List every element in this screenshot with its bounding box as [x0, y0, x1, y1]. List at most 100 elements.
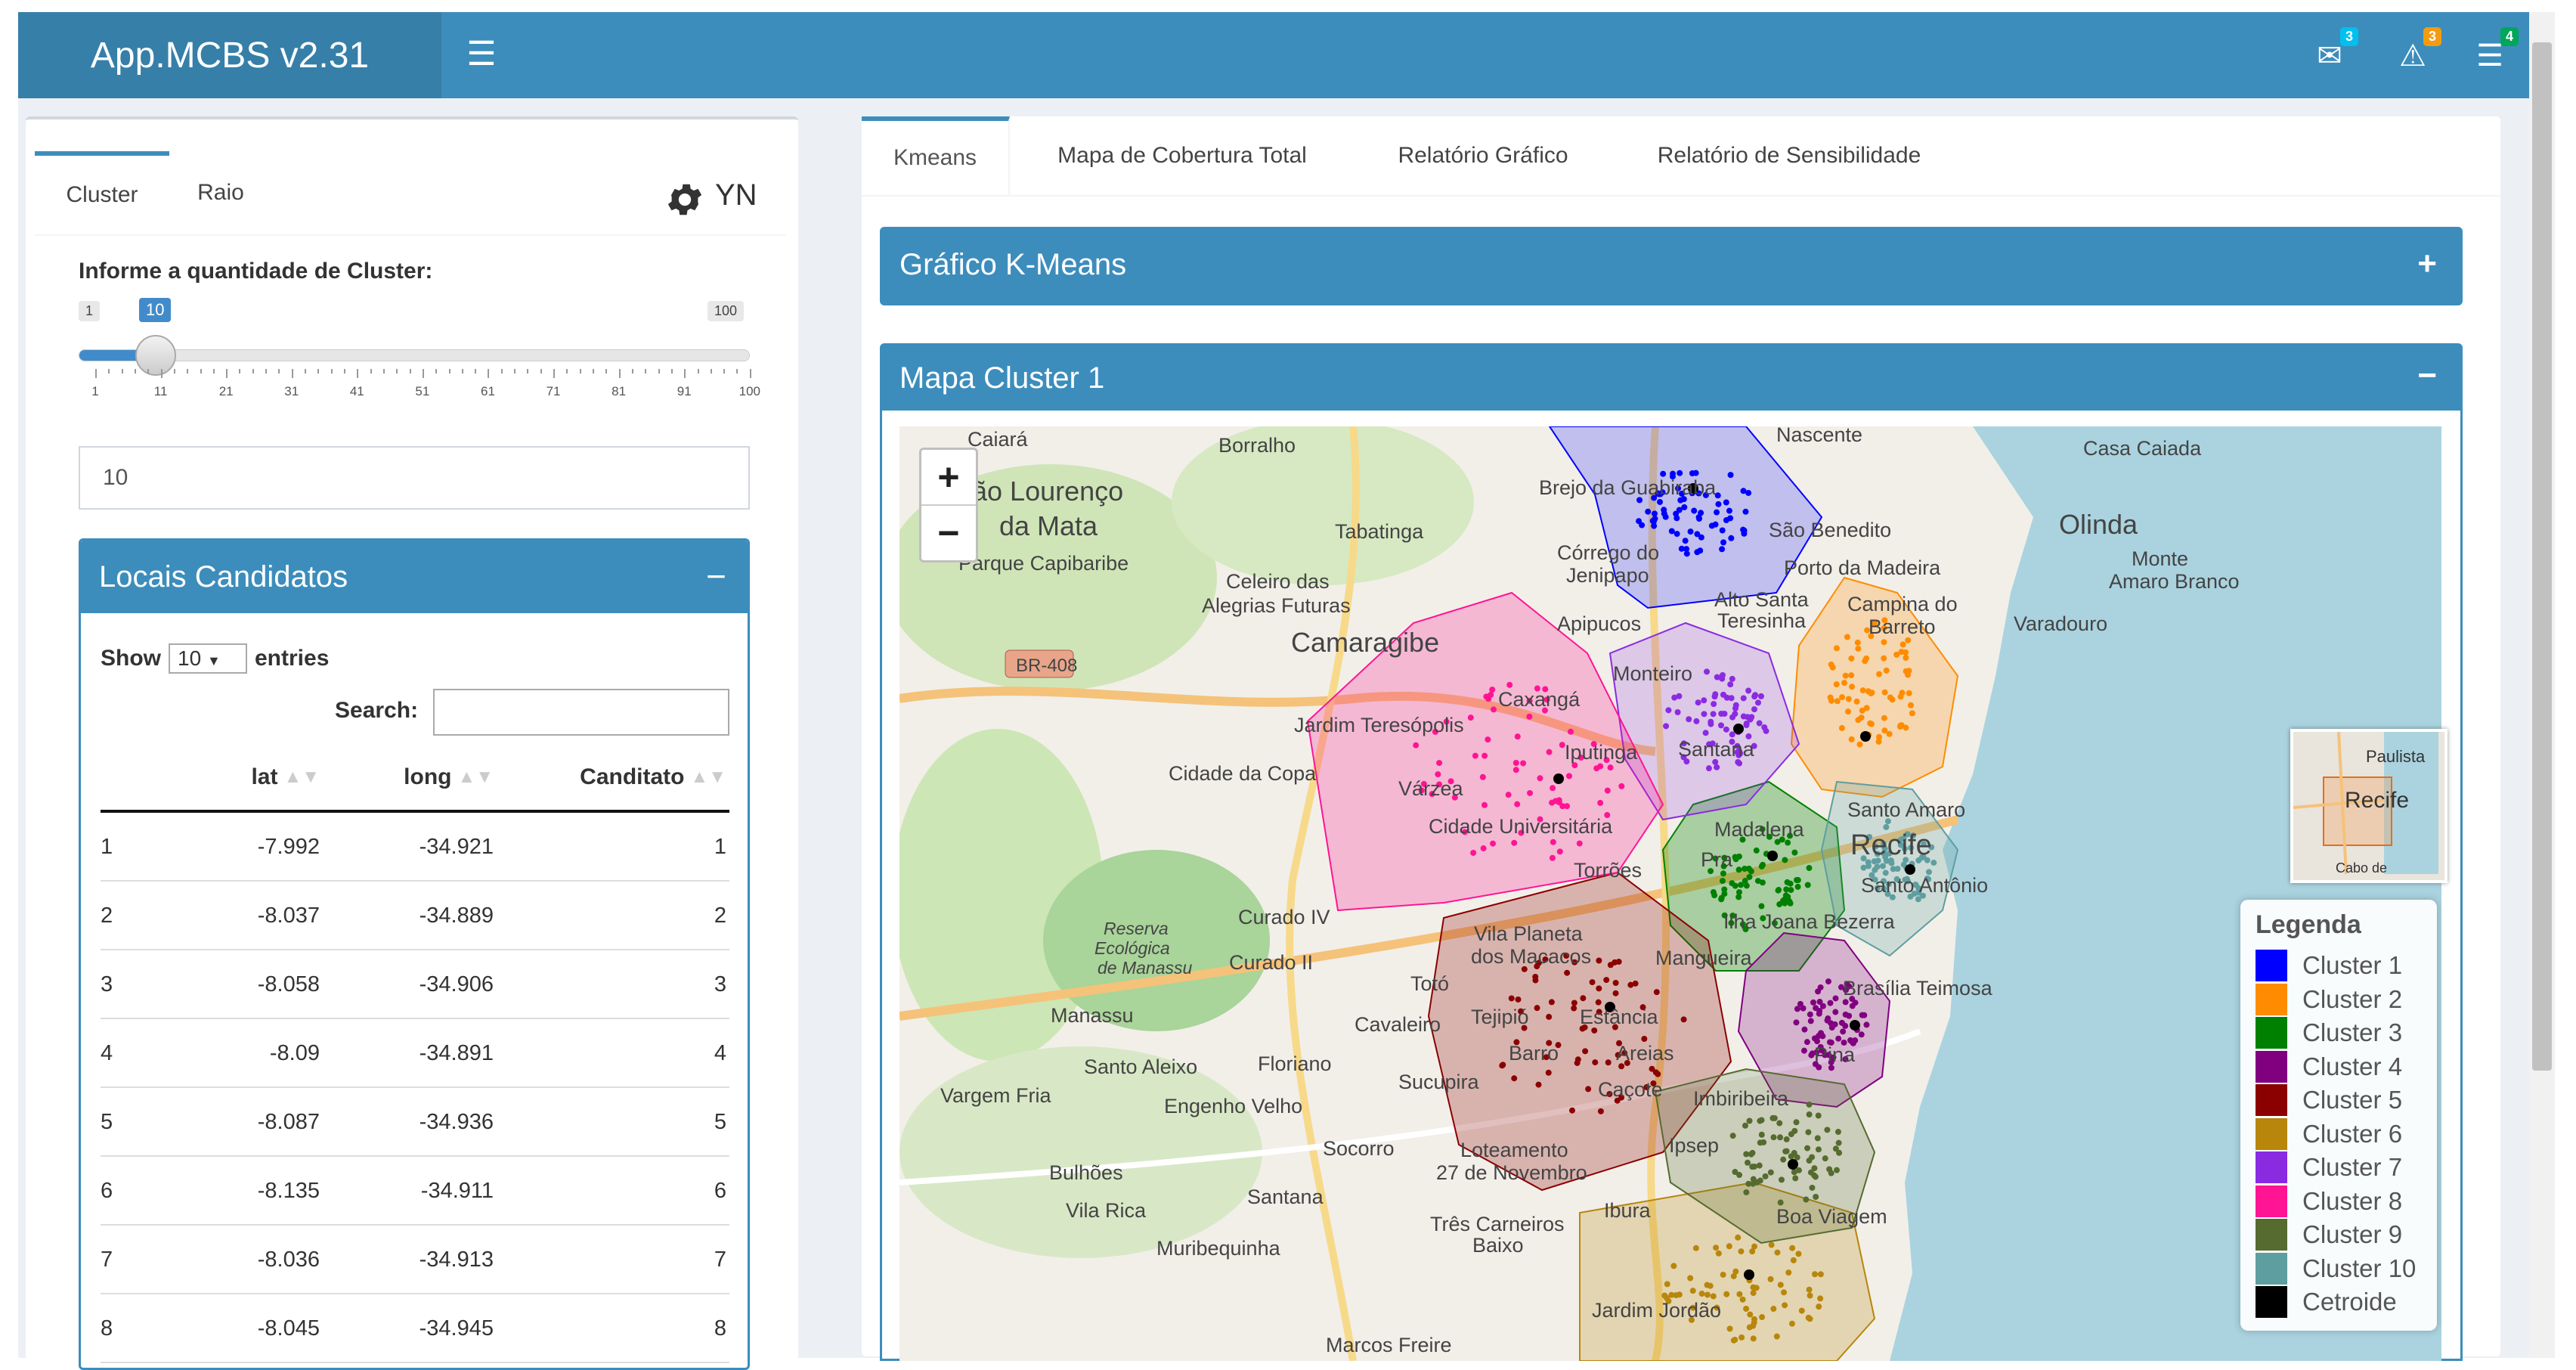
tasks-icon[interactable]: ☰ 4: [2469, 27, 2519, 77]
minimap[interactable]: Paulista Recife Cabo de: [2290, 729, 2448, 883]
cluster-point: [1676, 507, 1683, 513]
cluster-point: [1535, 1081, 1542, 1088]
cluster-point: [1846, 983, 1853, 990]
cluster-point: [1825, 978, 1831, 985]
cluster-point: [1590, 741, 1597, 748]
cluster-point: [1727, 472, 1734, 479]
cluster-point: [1767, 1169, 1774, 1176]
cluster-point: [1702, 730, 1709, 736]
slider-tick: [121, 369, 123, 373]
leaflet-map[interactable]: Caiará Borralho Nascente Casa Caiada São…: [899, 426, 2441, 1361]
cluster-point: [1546, 1013, 1553, 1020]
tab-relatorio-sensibilidade[interactable]: Relatório de Sensibilidade: [1657, 143, 1921, 168]
zoom-in-button[interactable]: +: [921, 450, 976, 506]
cluster-point: [1693, 718, 1700, 724]
tab-kmeans[interactable]: Kmeans: [862, 116, 1010, 195]
cluster-point: [1485, 736, 1491, 743]
scrollbar-thumb[interactable]: [2532, 42, 2552, 1071]
cluster-point: [1512, 767, 1519, 773]
cluster-point: [1832, 1009, 1839, 1015]
cluster-point: [1565, 773, 1572, 780]
cluster-count-input[interactable]: 10: [79, 446, 750, 510]
app-logo[interactable]: App.MCBS v2.31: [18, 12, 441, 98]
collapse-button[interactable]: −: [2417, 357, 2437, 394]
legend-label: Cluster 3: [2302, 1018, 2403, 1046]
expand-button[interactable]: +: [2417, 245, 2437, 282]
legend-swatch: [2256, 1117, 2287, 1150]
table-row[interactable]: 5 -8.087 -34.936 5: [101, 1088, 729, 1157]
table-row[interactable]: 4 -8.09 -34.891 4: [101, 1019, 729, 1088]
cluster-point: [1777, 1282, 1784, 1288]
cluster-point: [1838, 1019, 1845, 1026]
cluster-point: [1753, 1285, 1760, 1291]
main-tabs: Kmeans Mapa de Cobertura Total Relatório…: [862, 116, 2500, 197]
table-row[interactable]: 7 -8.036 -34.913 7: [101, 1226, 729, 1294]
cluster-point: [1745, 733, 1752, 739]
page-length-select[interactable]: 10 ▼: [169, 643, 247, 674]
tab-mapa-cobertura[interactable]: Mapa de Cobertura Total: [1057, 143, 1307, 168]
cluster-point: [1710, 889, 1717, 896]
col-candidato[interactable]: Canditato ▲▼: [524, 745, 726, 810]
cluster-point: [1845, 708, 1852, 715]
cluster-point: [1641, 1035, 1648, 1042]
table-row[interactable]: 1 -7.992 -34.921 1: [101, 813, 729, 882]
cluster-point: [1720, 870, 1726, 877]
warning-icon[interactable]: ⚠ 3: [2392, 27, 2441, 77]
table-row[interactable]: 3 -8.058 -34.906 3: [101, 950, 729, 1019]
cluster-point: [1732, 1169, 1738, 1176]
cluster-point: [1518, 829, 1525, 836]
slider-tick: [422, 369, 424, 378]
cluster-slider[interactable]: [79, 335, 750, 376]
slider-handle[interactable]: [135, 335, 176, 376]
zoom-out-button[interactable]: −: [937, 512, 960, 554]
legend-swatch: [2256, 1286, 2287, 1318]
search-input[interactable]: [433, 689, 729, 736]
cluster-point: [1479, 773, 1486, 780]
cluster-point: [1806, 1101, 1813, 1108]
slider-tick: [409, 369, 411, 373]
cluster-point: [1742, 878, 1748, 885]
cluster-point: [1854, 639, 1861, 646]
legend-item: Cluster 9: [2256, 1219, 2402, 1251]
legend-swatch: [2256, 950, 2287, 981]
cluster-point: [1732, 854, 1738, 860]
tab-relatorio-grafico[interactable]: Relatório Gráfico: [1398, 143, 1568, 168]
place-label: Santana: [1678, 738, 1755, 761]
place-label: Muribequinha: [1156, 1237, 1281, 1260]
col-lat[interactable]: lat ▲▼: [176, 745, 320, 810]
cluster-point: [1721, 854, 1728, 861]
page-scrollbar[interactable]: [2529, 12, 2555, 1358]
cluster-point: [1673, 515, 1680, 522]
cluster-point: [1751, 1243, 1758, 1250]
envelope-icon[interactable]: ✉ 3: [2308, 27, 2358, 77]
cluster-point: [1726, 1243, 1732, 1250]
slider-tick: [723, 369, 726, 373]
cluster-point: [1844, 634, 1850, 640]
table-row[interactable]: 2 -8.037 -34.889 2: [101, 882, 729, 950]
col-long[interactable]: long ▲▼: [358, 745, 494, 810]
col-index[interactable]: [101, 745, 131, 810]
tab-cluster[interactable]: Cluster: [35, 151, 169, 234]
cluster-point: [1783, 1136, 1790, 1142]
table-row[interactable]: 8 -8.045 -34.945 8: [101, 1294, 729, 1363]
slider-tick: [252, 369, 254, 373]
cluster-point: [1881, 727, 1888, 734]
tab-raio[interactable]: Raio: [197, 180, 244, 205]
cluster-point: [1645, 508, 1652, 515]
collapse-button[interactable]: −: [706, 556, 726, 596]
cluster-point: [1511, 839, 1518, 846]
gear-icon[interactable]: [664, 178, 706, 221]
sidebar-toggle-icon[interactable]: ☰: [466, 35, 497, 73]
cluster-point: [1787, 832, 1794, 839]
cluster-point: [1784, 879, 1791, 885]
col-lat-label: lat: [251, 764, 278, 789]
place-label: Tabatinga: [1335, 520, 1424, 543]
cluster-point: [1603, 977, 1610, 984]
cluster-point: [1715, 1250, 1722, 1257]
map-canvas: Caiará Borralho Nascente Casa Caiada São…: [899, 426, 2441, 1361]
cluster-point: [1729, 1133, 1736, 1139]
cluster-point: [1679, 490, 1686, 497]
place-label: Nascente: [1776, 426, 1862, 446]
table-row[interactable]: 6 -8.135 -34.911 6: [101, 1157, 729, 1226]
cluster-point: [1815, 1146, 1822, 1153]
